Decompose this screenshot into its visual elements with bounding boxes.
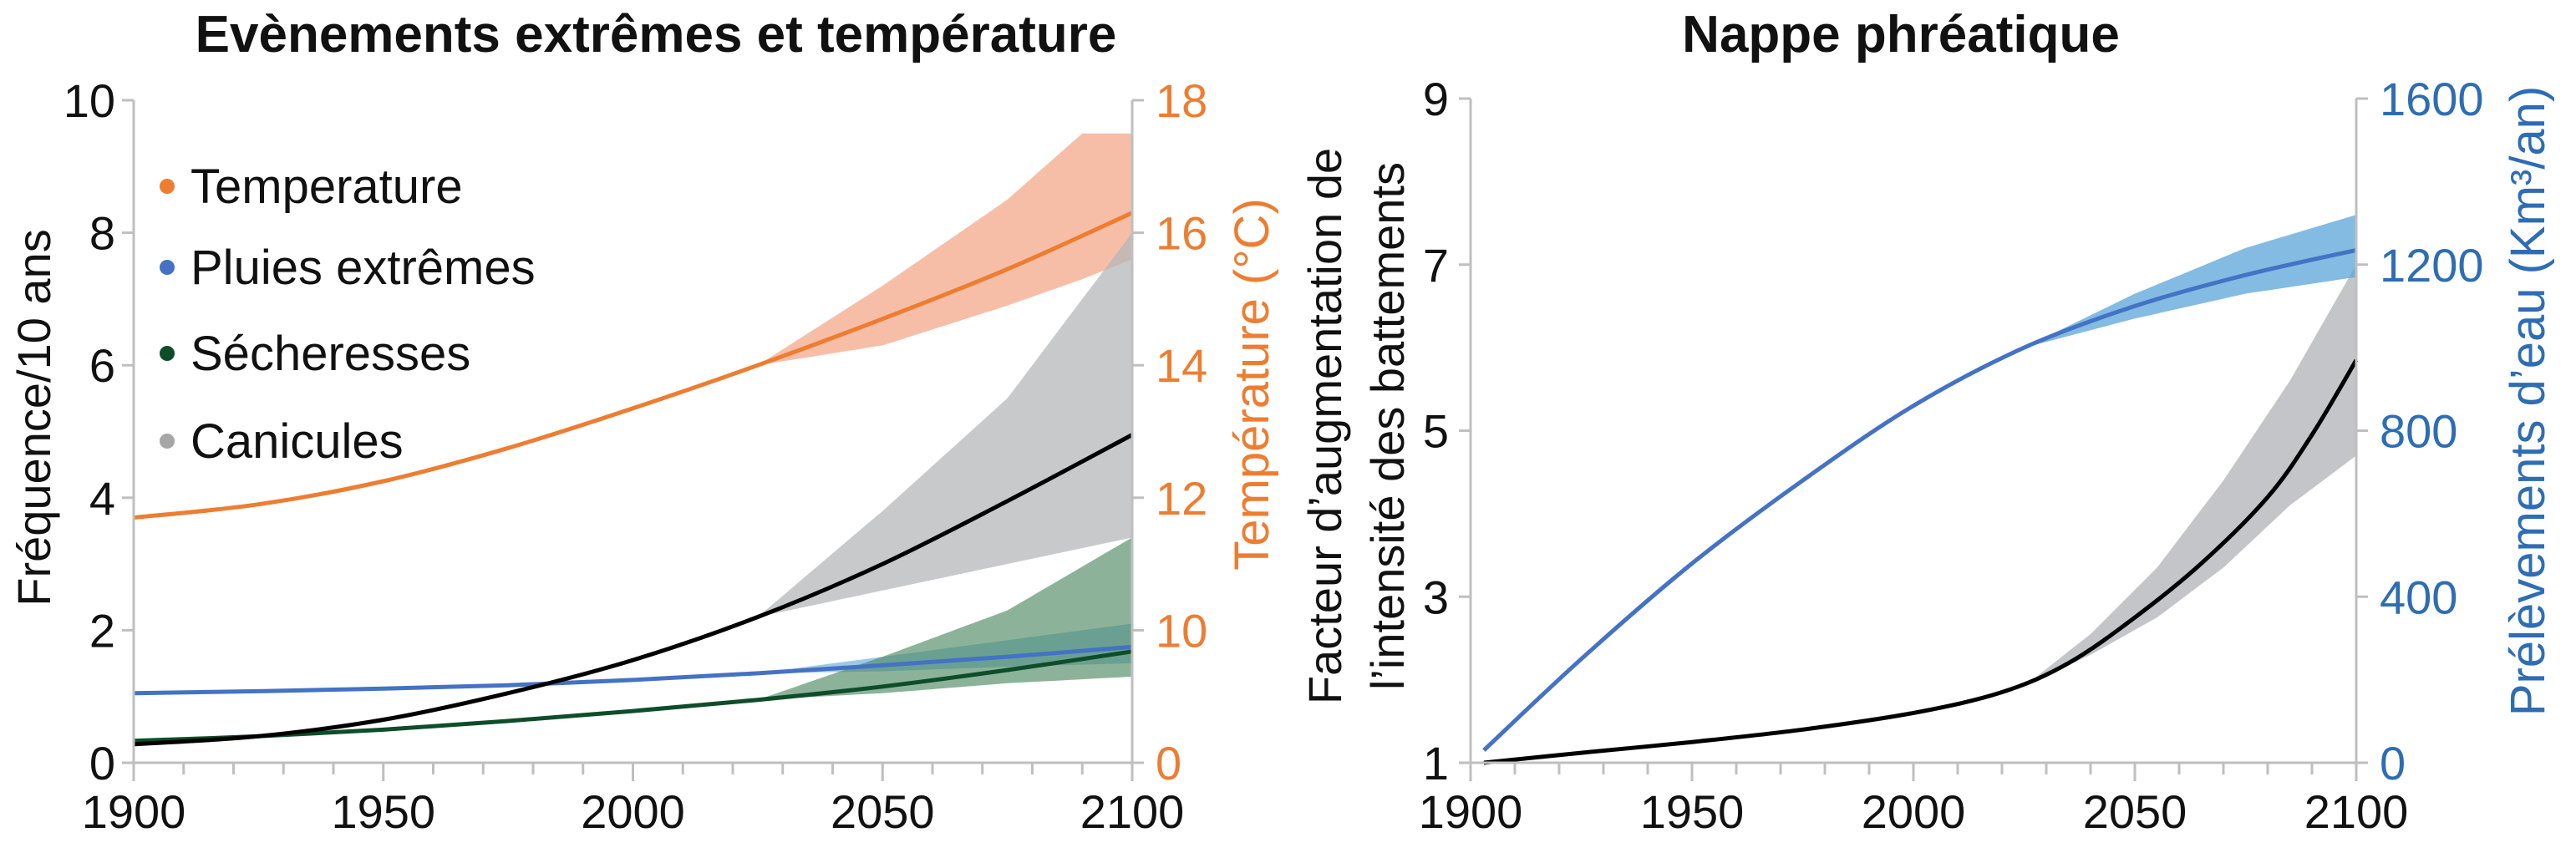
chart-nappe-phreatique: Nappe phréatique 1900 1950 2000 2050 2100 1 3 5… bbox=[1298, 6, 2555, 838]
legend: Temperature Pluies extrêmes Sécheresses Can… bbox=[160, 160, 536, 469]
chart-title: Nappe phréatique bbox=[1682, 6, 2120, 63]
series-line-1 bbox=[1482, 247, 2357, 752]
chart-extremes-temperature: Evènements extrêmes et température 1900 1… bbox=[8, 6, 1279, 838]
y-tick-label: 7 bbox=[1423, 239, 1449, 292]
y-tick-label: 4 bbox=[89, 472, 115, 525]
band-0 bbox=[757, 133, 1132, 366]
uncertainty-bands bbox=[757, 133, 1132, 700]
y-tick-label-right: 10 bbox=[1156, 604, 1207, 657]
x-tick-label: 1950 bbox=[331, 785, 435, 838]
legend-label: Sécheresses bbox=[191, 327, 470, 381]
x-tick-label: 2000 bbox=[581, 785, 685, 838]
y-tick-label: 8 bbox=[89, 207, 115, 260]
y-axis-label: Fréquence/10 ans bbox=[8, 229, 60, 606]
y-axis-label-line-1: Facteur d’augmentation de bbox=[1298, 148, 1351, 704]
y-tick-label-right: 14 bbox=[1156, 339, 1207, 392]
y-tick-label-right: 1600 bbox=[2380, 73, 2484, 125]
series-lines bbox=[1482, 247, 2359, 765]
x-tick-label: 1900 bbox=[1419, 785, 1523, 838]
y-tick-label-right: 400 bbox=[2380, 571, 2457, 623]
series-line-3 bbox=[133, 433, 1134, 747]
x-tick-label: 2000 bbox=[1862, 785, 1966, 838]
y-tick-label: 5 bbox=[1423, 405, 1449, 458]
y-tick-label: 9 bbox=[1423, 73, 1449, 125]
series-line-2 bbox=[133, 649, 1133, 744]
x-tick-label: 1950 bbox=[1640, 785, 1745, 838]
band-0 bbox=[2024, 264, 2356, 687]
y-tick-label-right: 16 bbox=[1156, 207, 1207, 260]
x-tick-label: 2050 bbox=[2083, 785, 2187, 838]
y-tick-label: 1 bbox=[1423, 737, 1449, 789]
band-2 bbox=[757, 537, 1132, 700]
chart-title: Evènements extrêmes et température bbox=[196, 6, 1117, 63]
y-tick-label-right: 800 bbox=[2380, 405, 2457, 458]
series-line-0 bbox=[133, 211, 1134, 520]
y-tick-label: 2 bbox=[89, 604, 115, 657]
series-line-1 bbox=[133, 644, 1133, 696]
y-tick-label: 3 bbox=[1423, 571, 1449, 623]
x-tick-label: 1900 bbox=[82, 785, 186, 838]
y-tick-label-right: 0 bbox=[2380, 737, 2406, 789]
legend-marker bbox=[160, 434, 175, 449]
legend-label: Temperature bbox=[191, 160, 463, 214]
y-tick-label-right: 18 bbox=[1156, 74, 1207, 127]
y-tick-label-right: 0 bbox=[1156, 737, 1181, 789]
legend-marker bbox=[160, 260, 175, 275]
legend-marker bbox=[160, 346, 175, 361]
series-line-0 bbox=[1483, 358, 2359, 765]
y-tick-label: 10 bbox=[64, 74, 115, 127]
y-axis-label-line-2: l’intensité des battements bbox=[1361, 162, 1414, 690]
y-tick-label: 0 bbox=[89, 737, 115, 789]
y-tick-label: 6 bbox=[89, 339, 115, 392]
y-tick-label-right: 1200 bbox=[2380, 239, 2484, 292]
legend-label: Pluies extrêmes bbox=[191, 241, 536, 295]
x-tick-label: 2100 bbox=[2304, 785, 2409, 838]
band-3 bbox=[757, 232, 1132, 617]
y-tick-label-right: 12 bbox=[1156, 472, 1207, 525]
legend-marker bbox=[160, 179, 175, 194]
legend-label: Canicules bbox=[191, 414, 404, 469]
series-lines bbox=[133, 211, 1134, 747]
axes: 1900 1950 2000 2050 2100 1 3 5 7 9 0 400 800 1200 1600 bbox=[1419, 73, 2484, 838]
x-tick-label: 2050 bbox=[831, 785, 935, 838]
y-axis-label-right: Température (°C) bbox=[1225, 198, 1279, 570]
y-axis-label-right: Prélèvements d’eau (Km³/an) bbox=[2501, 86, 2555, 716]
uncertainty-bands bbox=[2024, 215, 2356, 687]
x-tick-label: 2100 bbox=[1080, 785, 1185, 838]
